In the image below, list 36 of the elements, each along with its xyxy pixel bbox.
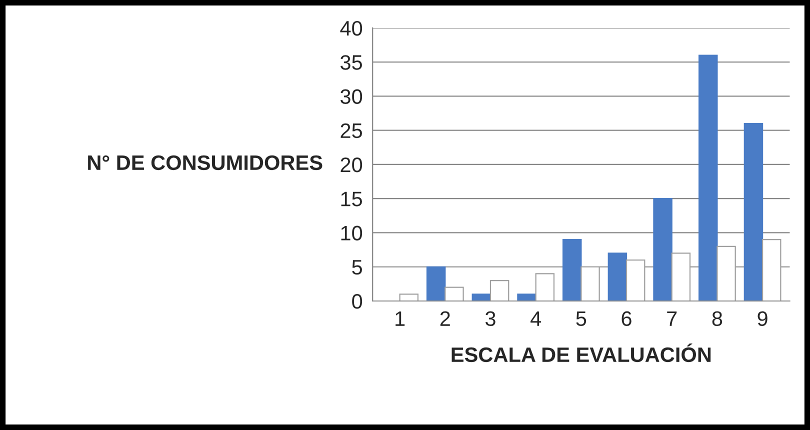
x-tick-label: 5: [576, 311, 586, 326]
y-tick-label: 10: [341, 226, 362, 240]
x-axis-title: ESCALA DE EVALUACIÓN: [452, 343, 711, 362]
bar: [444, 286, 464, 301]
bar: [653, 198, 672, 301]
y-tick-label: 0: [352, 294, 362, 309]
y-tick-label: 20: [340, 157, 362, 172]
bar: [562, 239, 582, 301]
x-tick-label: 9: [758, 311, 768, 326]
y-axis-title: N° DE CONSUMIDORES: [88, 155, 322, 170]
y-tick-label: 25: [340, 123, 362, 138]
x-tick-label: 1: [396, 311, 405, 326]
y-tick-label: 5: [352, 260, 362, 275]
x-tick-label: 2: [440, 311, 450, 326]
bar: [762, 239, 782, 301]
bar: [426, 266, 446, 301]
x-tick-label: 6: [622, 311, 632, 326]
bar: [535, 273, 555, 301]
x-tick-label: 7: [667, 311, 677, 326]
bar: [698, 54, 718, 301]
bar: [517, 294, 536, 301]
bar: [399, 294, 418, 301]
bar: [608, 252, 628, 301]
x-tick-label: 8: [712, 311, 722, 326]
y-tick-label: 30: [340, 89, 362, 104]
x-tick-label: 3: [485, 311, 496, 326]
bar: [744, 122, 764, 301]
x-tick-label: 4: [530, 311, 542, 326]
bar: [490, 280, 510, 301]
bar: [671, 252, 691, 301]
y-tick-label: 35: [340, 55, 362, 70]
bar: [626, 259, 646, 301]
y-tick-label: 15: [341, 192, 362, 206]
bar: [716, 246, 736, 301]
y-tick-label: 40: [340, 20, 362, 36]
bar: [580, 266, 600, 301]
